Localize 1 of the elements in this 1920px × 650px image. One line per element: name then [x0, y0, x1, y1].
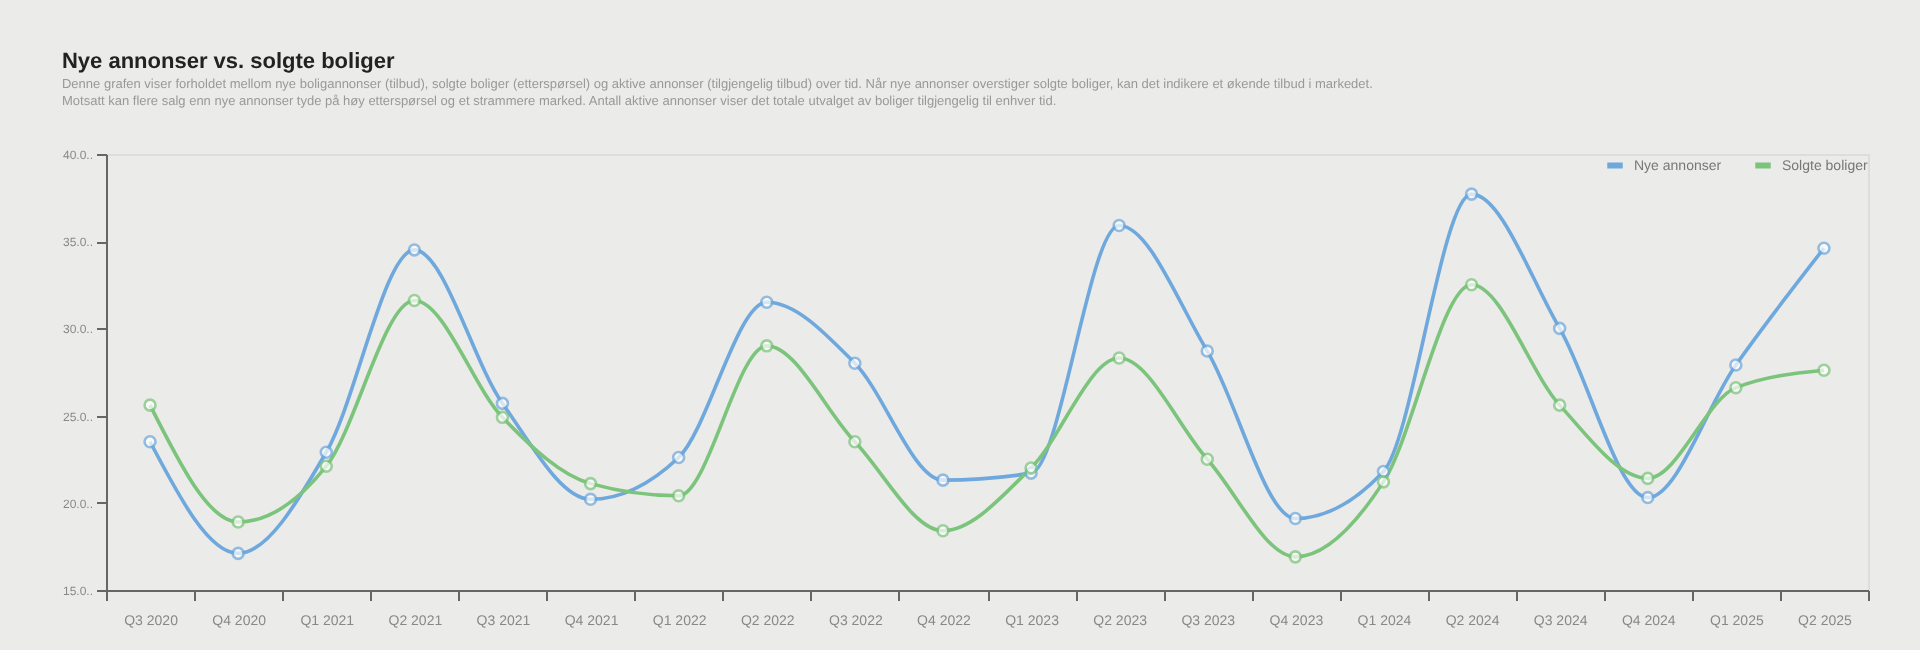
chart-title: Nye annonser vs. solgte boliger	[61, 50, 396, 74]
